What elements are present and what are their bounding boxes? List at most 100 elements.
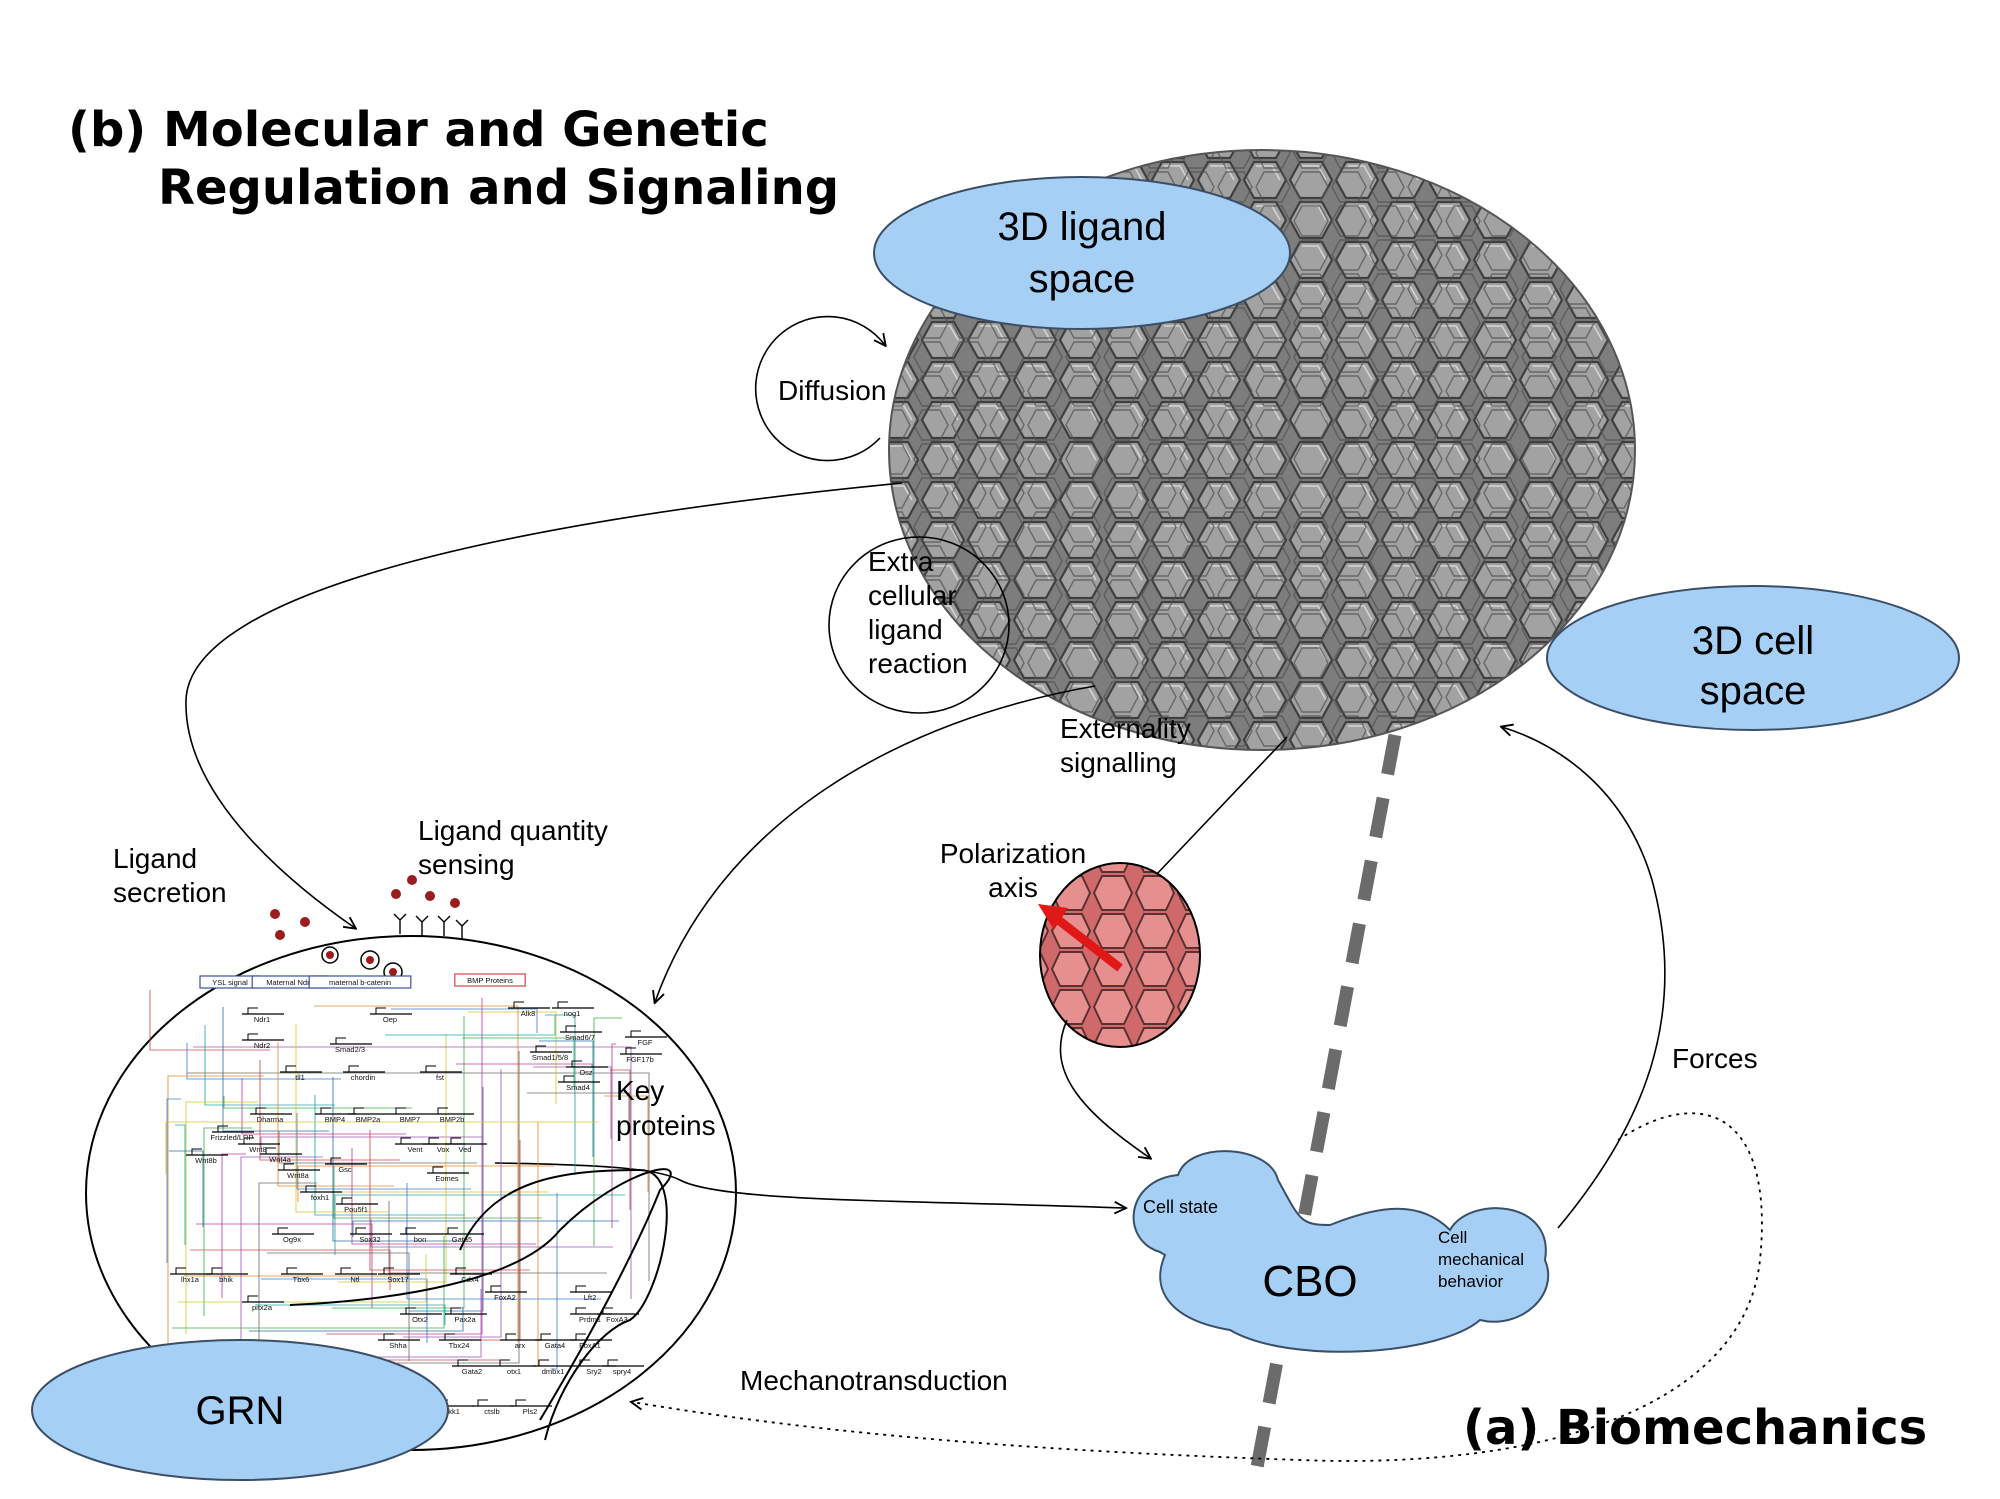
cbo-label: CBO: [1262, 1257, 1357, 1306]
grn-gene-label: tll1: [295, 1073, 305, 1082]
grn-gene-label: Vent: [407, 1145, 423, 1154]
grn-gene-tick: [513, 1001, 524, 1008]
grn-gene-label: Wnt4a: [269, 1155, 292, 1164]
grn-gene-tick: [335, 1037, 346, 1044]
grn-gene-tick: [499, 1359, 510, 1366]
grn-gene-tick: [428, 1137, 439, 1144]
grn-wire: [527, 1092, 630, 1121]
grn-gene-tick: [450, 1137, 461, 1144]
grn-gene-tick: [341, 1197, 352, 1204]
grn-gene-tick: [340, 1267, 351, 1274]
grn-gene-label: Wnt8b: [195, 1156, 217, 1165]
grn-wire: [334, 1194, 625, 1255]
grn-wire: [314, 1005, 519, 1342]
panel-a-title: (a) Biomechanics: [1463, 1400, 1927, 1456]
grn-gene-label: Pls2: [523, 1407, 538, 1416]
grn-gene-label: Otx2: [412, 1315, 428, 1324]
grn-gene-label: pitx2a: [252, 1303, 273, 1312]
forces-label: Forces: [1672, 1043, 1758, 1074]
grn-gene-tick: [191, 1148, 202, 1155]
grn-gene-label: Lft2: [584, 1293, 597, 1302]
grn-gene-tick: [540, 1333, 551, 1340]
grn-gene-label: Wnt8: [249, 1145, 267, 1154]
cell-mech-label-line2: mechanical: [1438, 1250, 1524, 1269]
grn-node: GRN: [31, 1339, 449, 1481]
grn-gene-tick: [571, 1060, 582, 1067]
grn-wire: [397, 1051, 520, 1364]
grn-gene-label: Gata4: [545, 1341, 565, 1350]
grn-gene-label: Smad2/3: [335, 1045, 365, 1054]
ligand-molecules: [270, 875, 460, 982]
ligand-sensing-label-line2: sensing: [418, 849, 515, 880]
key-proteins-arrow: [494, 1162, 1125, 1208]
grn-gene-tick: [305, 1185, 316, 1192]
grn-gene-label: Gsc: [338, 1165, 352, 1174]
grn-gene-tick: [277, 1227, 288, 1234]
ligand-space-label-line2: space: [1029, 257, 1136, 301]
grn-wire: [221, 1153, 246, 1298]
grn-gene-tick: [217, 1125, 228, 1132]
grn-gene-label: Tbx6: [293, 1275, 310, 1284]
grn-gene-label: fst: [436, 1073, 445, 1082]
grn-wire: [172, 1236, 445, 1329]
grn-wire: [604, 1095, 649, 1192]
grn-wire: [409, 1087, 484, 1312]
grn-wire: [260, 1136, 483, 1149]
grn-header-box: [454, 973, 526, 987]
grn-gene-label: FGF: [638, 1038, 653, 1047]
grn-gene-label: Oep: [383, 1015, 397, 1024]
panel-b-title-line2: Regulation and Signaling: [158, 160, 839, 216]
grn-internal-path-2: [459, 1168, 668, 1441]
grn-wire: [370, 1219, 613, 1248]
grn-gene-tick: [286, 1267, 297, 1274]
grn-gene-tick: [455, 1267, 466, 1274]
externality-label-line1: Externality: [1060, 713, 1191, 744]
grn-gene-tick: [355, 1227, 366, 1234]
grn-gene-label: BMP2b: [440, 1115, 465, 1124]
grn-gene-label: Tbx24: [449, 1341, 470, 1350]
grn-wire: [185, 1101, 258, 1334]
grn-gene-label: Eomes: [435, 1174, 459, 1183]
grn-gene-tick: [457, 1359, 468, 1366]
grn-gene-label: BMP Proteins: [467, 976, 513, 985]
grn-gene-tick: [383, 1333, 394, 1340]
grn-wire: [241, 1078, 406, 1135]
grn-wire: [369, 1130, 530, 1271]
mechanotransduction-arrow: [632, 1112, 1763, 1462]
grn-gene-label: Smad1/5/8: [532, 1053, 568, 1062]
grn-gene-tick: [575, 1285, 586, 1292]
grn-gene-label: Vox: [437, 1145, 450, 1154]
extracellular-reaction-loop: Extra cellular ligand reaction: [828, 536, 1010, 714]
grn-gene-tick: [490, 1285, 501, 1292]
grn-wire: [533, 1066, 612, 1139]
grn-gene-tick: [348, 1065, 359, 1072]
grn-wire: [539, 1040, 594, 1157]
grn-wire: [223, 1096, 412, 1109]
grn-wire: [480, 1140, 521, 1341]
grn-gene-tick: [477, 1399, 488, 1406]
grn-gene-label: BMP2a: [356, 1115, 381, 1124]
grn-gene-label: maternal b-catenin: [329, 978, 391, 987]
grn-gene-tick: [432, 1166, 443, 1173]
extra-label-line2: cellular: [868, 580, 957, 611]
grn-gene-label: FoxA1: [579, 1341, 601, 1350]
panel-b-title-line1: (b) Molecular and Genetic: [68, 102, 769, 158]
grn-wire: [249, 1307, 464, 1332]
grn-gene-label: YSL signal: [212, 978, 248, 987]
grn-gene-tick: [602, 1307, 613, 1314]
grn-wire: [295, 1024, 388, 1213]
grn-wire: [277, 1042, 394, 1187]
grn-wire: [166, 1098, 181, 1263]
grn-wire: [403, 1069, 502, 1338]
cell-space-node: 3D cell space: [1546, 585, 1960, 731]
grn-gene-tick: [405, 1227, 416, 1234]
grn-gene-label: FGF17b: [626, 1055, 654, 1064]
grn-wire: [175, 1124, 186, 1245]
grn-wire: [593, 1017, 622, 1246]
polarization-cell: [1038, 862, 1201, 1048]
grn-gene-tick: [247, 1007, 258, 1014]
grn-wire: [190, 1249, 391, 1290]
grn-wire: [187, 1072, 650, 1281]
grn-gene-tick: [535, 1045, 546, 1052]
